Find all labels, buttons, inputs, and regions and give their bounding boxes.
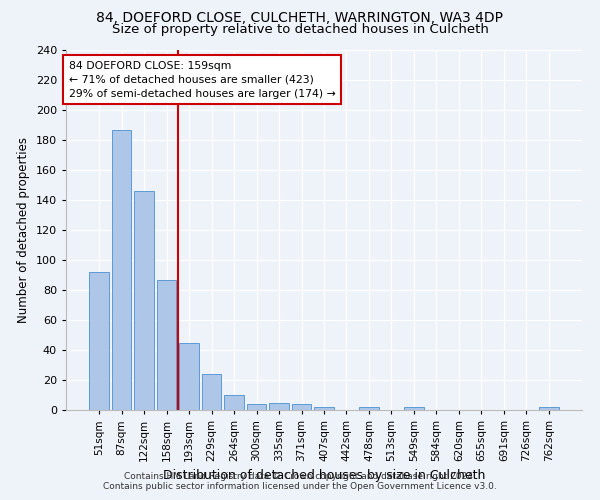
Bar (539, 407, 559, 410)
Bar (179, 342, 199, 410)
Bar (247, 404, 266, 410)
Text: 84 DOEFORD CLOSE: 159sqm
← 71% of detached houses are smaller (423)
29% of semi-: 84 DOEFORD CLOSE: 159sqm ← 71% of detach… (68, 61, 335, 99)
Text: Size of property relative to detached houses in Culcheth: Size of property relative to detached ho… (112, 22, 488, 36)
X-axis label: Distribution of detached houses by size in Culcheth: Distribution of detached houses by size … (163, 470, 485, 482)
Bar (112, 130, 131, 410)
Bar (314, 407, 334, 410)
Bar (134, 191, 154, 410)
Bar (157, 280, 176, 410)
Bar (202, 374, 221, 410)
Y-axis label: Number of detached properties: Number of detached properties (17, 137, 30, 323)
Bar (224, 395, 244, 410)
Bar (404, 407, 424, 410)
Text: 84, DOEFORD CLOSE, CULCHETH, WARRINGTON, WA3 4DP: 84, DOEFORD CLOSE, CULCHETH, WARRINGTON,… (97, 11, 503, 25)
Bar (269, 402, 289, 410)
Text: Contains HM Land Registry data © Crown copyright and database right 2024.: Contains HM Land Registry data © Crown c… (124, 472, 476, 481)
Bar (292, 404, 311, 410)
Bar (89, 272, 109, 410)
Bar (359, 407, 379, 410)
Text: Contains public sector information licensed under the Open Government Licence v3: Contains public sector information licen… (103, 482, 497, 491)
